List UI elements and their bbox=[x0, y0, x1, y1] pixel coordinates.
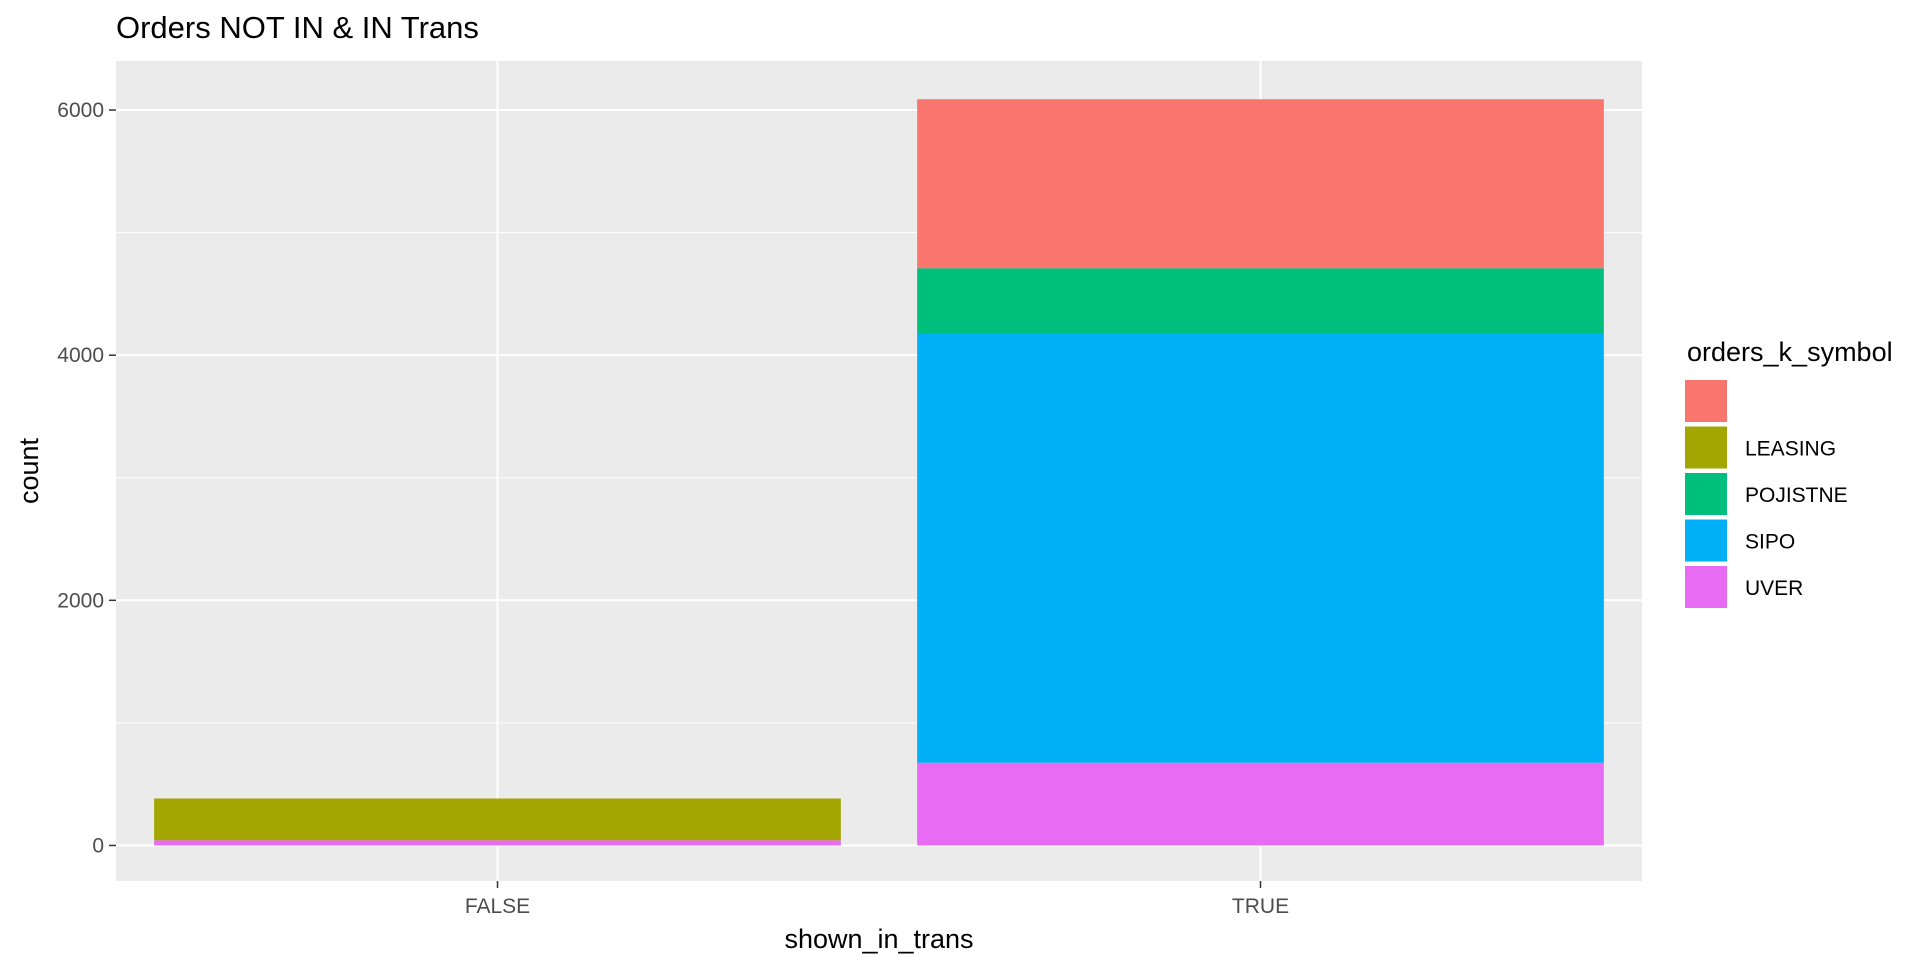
bar-segment-uver-true bbox=[917, 762, 1604, 846]
chart-title: Orders NOT IN & IN Trans bbox=[116, 10, 479, 45]
legend: orders_k_symbol LEASING POJISTNE SIPO UVER bbox=[1685, 337, 1893, 608]
legend-key-sipo bbox=[1685, 519, 1727, 562]
bar-segment-leasing-false bbox=[154, 798, 841, 841]
legend-label: LEASING bbox=[1745, 438, 1836, 461]
bar-segment-blank-true bbox=[917, 99, 1604, 269]
x-axis: FALSE TRUE bbox=[465, 881, 1289, 918]
legend-key-uver bbox=[1685, 566, 1727, 608]
y-tick-label: 0 bbox=[92, 834, 104, 857]
bar-segment-sipo-true bbox=[917, 333, 1604, 763]
x-tick-label: FALSE bbox=[465, 895, 530, 918]
legend-label: POJISTNE bbox=[1745, 484, 1848, 507]
legend-key-blank bbox=[1685, 380, 1727, 422]
legend-title: orders_k_symbol bbox=[1687, 337, 1893, 367]
legend-label: UVER bbox=[1745, 577, 1803, 600]
x-tick-label: TRUE bbox=[1232, 895, 1289, 918]
bar-segment-pojistne-true bbox=[917, 268, 1604, 334]
y-tick-label: 6000 bbox=[57, 99, 104, 122]
y-tick-label: 4000 bbox=[57, 344, 104, 367]
bar-segment-uver-false bbox=[154, 840, 841, 846]
legend-label: SIPO bbox=[1745, 531, 1795, 554]
legend-key-pojistne bbox=[1685, 473, 1727, 515]
y-axis-label: count bbox=[14, 437, 44, 504]
legend-key-leasing bbox=[1685, 426, 1727, 469]
x-axis-label: shown_in_trans bbox=[784, 924, 973, 954]
y-tick-label: 2000 bbox=[57, 589, 104, 612]
y-axis: 0 2000 4000 6000 bbox=[57, 99, 116, 857]
bars bbox=[154, 99, 1604, 846]
